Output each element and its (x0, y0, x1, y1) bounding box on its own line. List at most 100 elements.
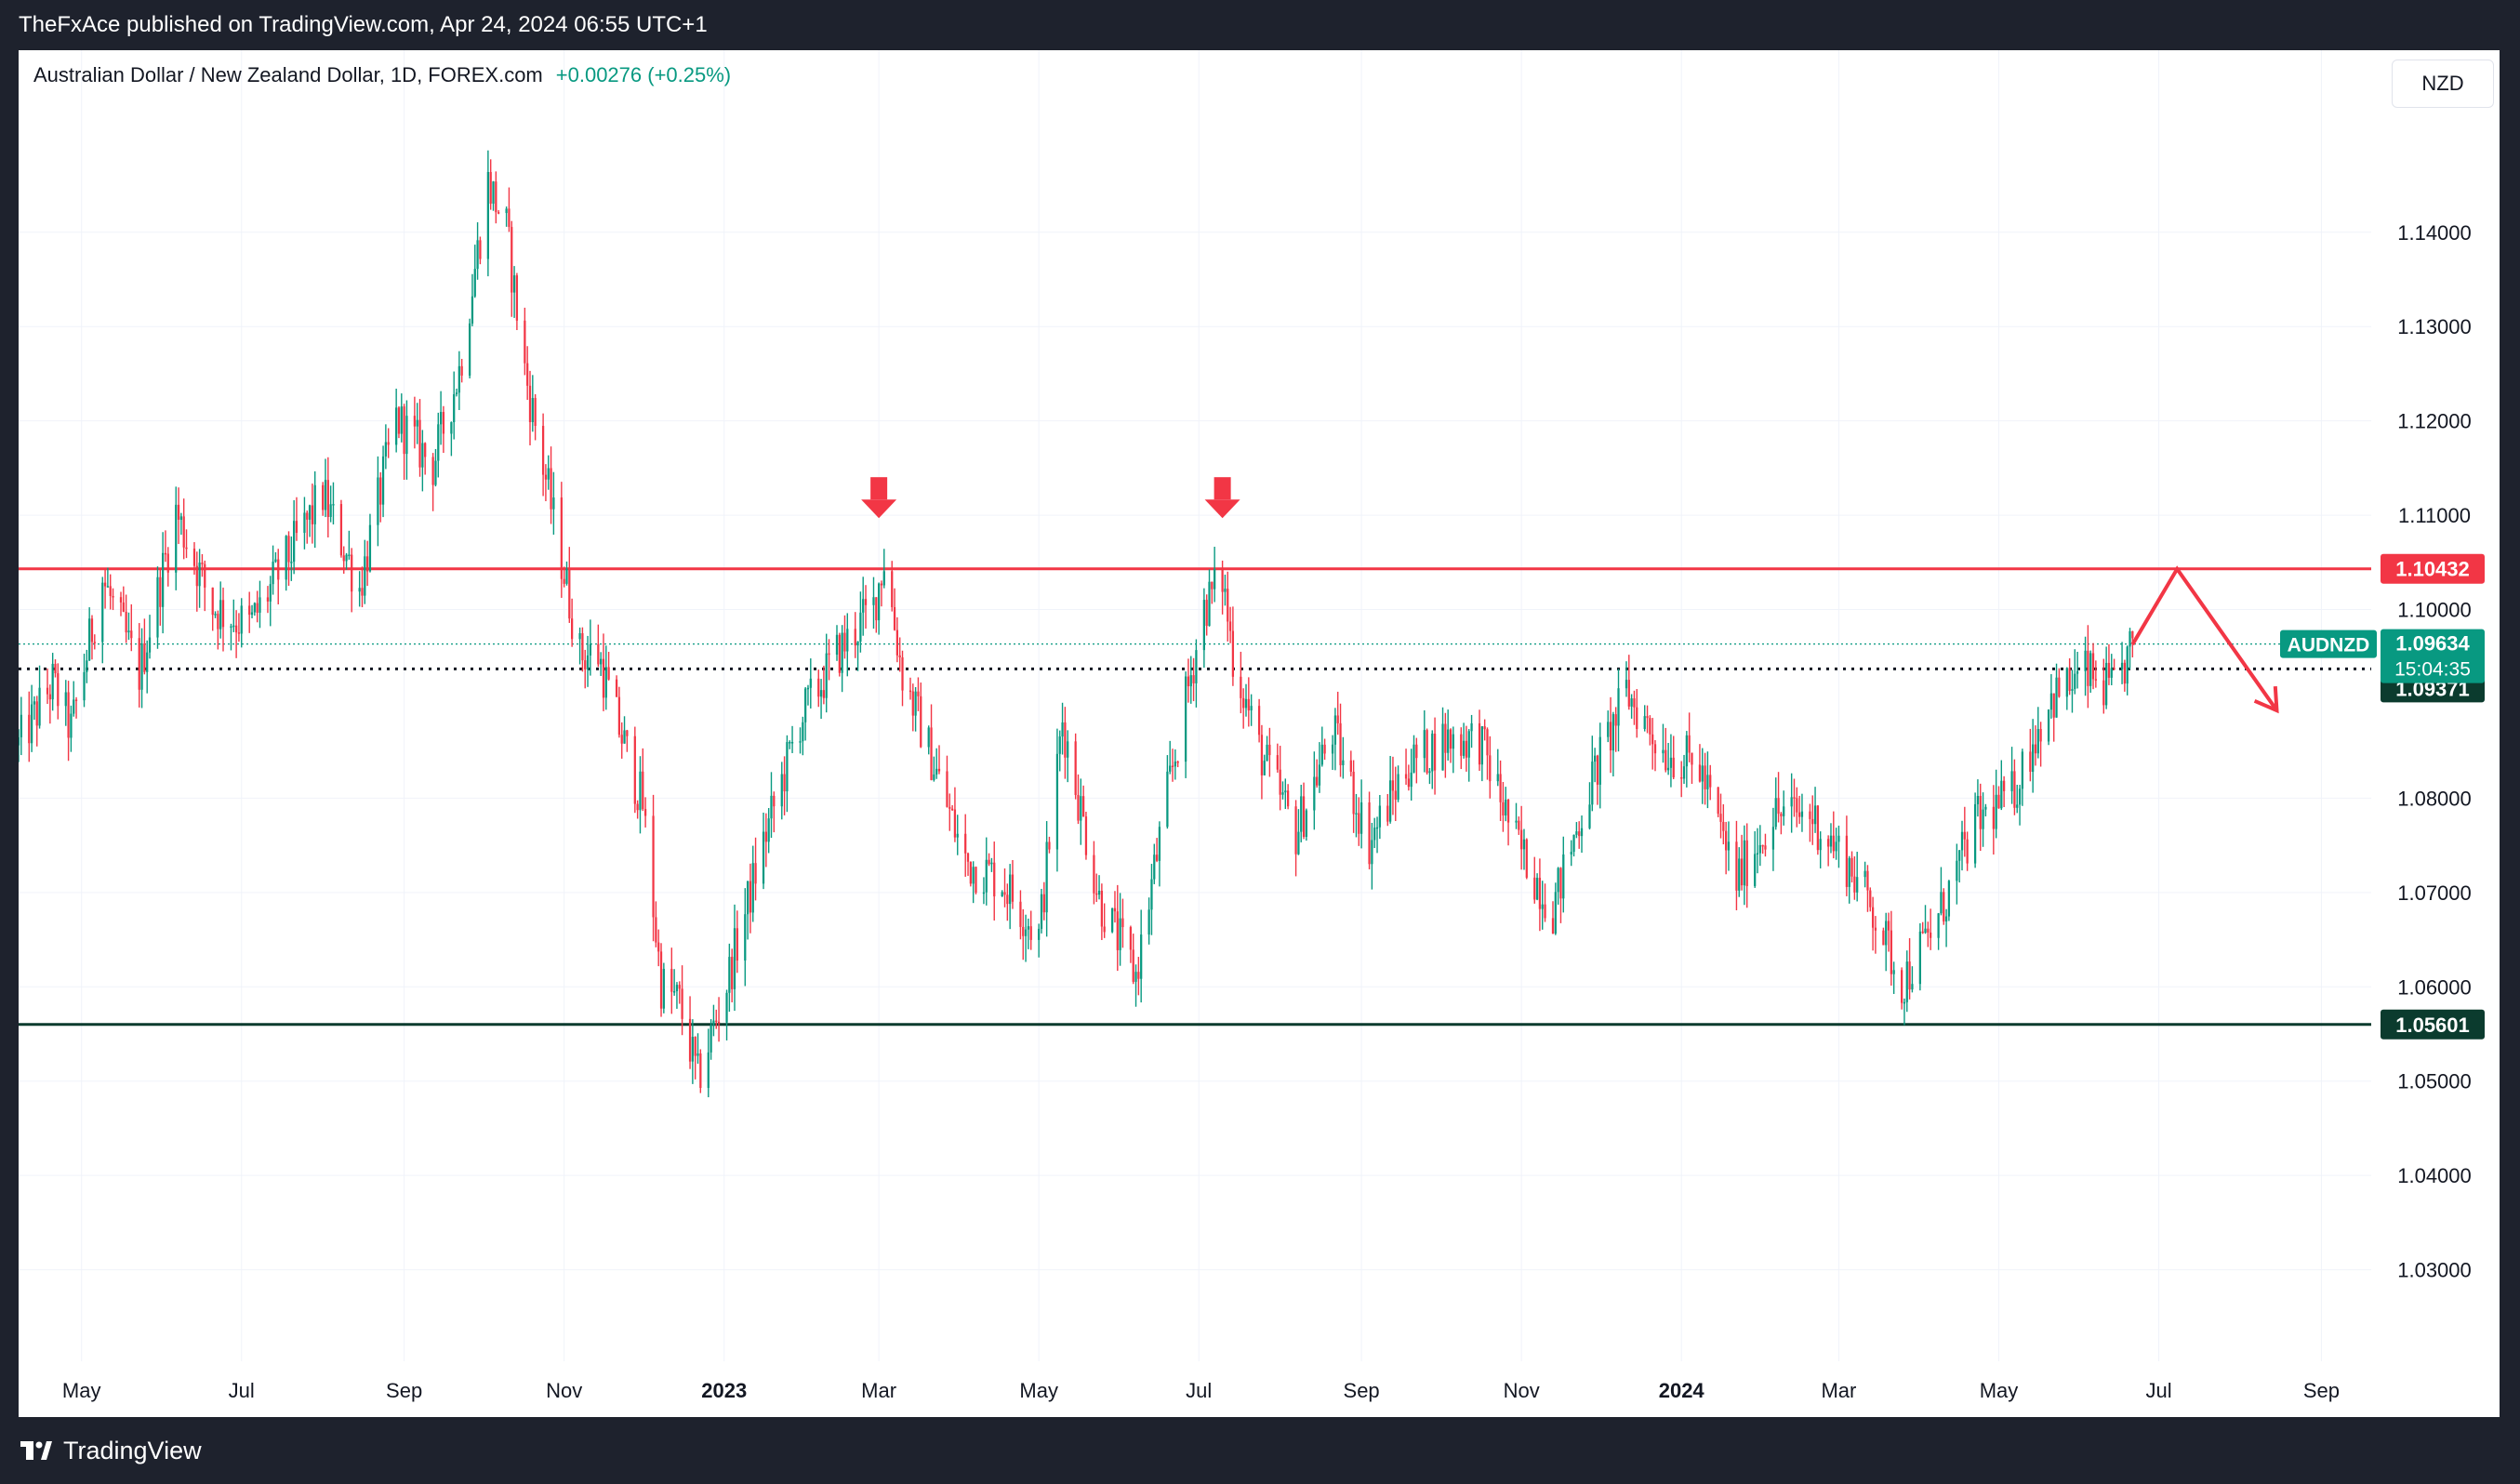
candle-body (563, 578, 565, 584)
candle-body (28, 714, 31, 744)
candle-body (1205, 600, 1208, 627)
candle-body (1921, 931, 1924, 934)
candle-body (1132, 949, 1134, 982)
candle-body (1982, 809, 1984, 829)
candle-body (1349, 760, 1352, 772)
candle-body (1323, 744, 1326, 754)
candle-body (1837, 835, 1840, 842)
candle-body (1268, 744, 1271, 756)
candle-body (1958, 850, 1961, 861)
candle-body (1850, 857, 1853, 877)
candle-body (1355, 813, 1358, 815)
candle-body (809, 678, 812, 688)
candle-body (901, 656, 904, 691)
candle-body (455, 392, 458, 394)
candle-body (615, 679, 618, 697)
candle-body (1956, 860, 1958, 881)
currency-button[interactable]: NZD (2392, 60, 2494, 108)
candle-body (2094, 679, 2097, 681)
candle-body (524, 320, 526, 364)
candle-body (1185, 676, 1187, 762)
candle-body (568, 568, 571, 619)
candle-body (1554, 892, 1557, 934)
candle-body (1611, 714, 1614, 751)
candle-body (1984, 806, 1987, 810)
candle-body (1575, 831, 1578, 835)
candle-body (230, 626, 232, 629)
candle-body (2018, 788, 2022, 805)
candle-body (678, 985, 681, 989)
candle-body (2068, 668, 2071, 692)
candle-body (1973, 803, 1977, 864)
candle-body (253, 603, 256, 613)
candle-body (846, 629, 849, 652)
candle-body (1022, 926, 1025, 936)
candle-body (1480, 726, 1483, 765)
candle-body (607, 667, 610, 680)
candle-body (1247, 698, 1250, 711)
candle-body (985, 859, 988, 893)
candle-body (560, 497, 563, 579)
candle-body (1811, 818, 1814, 825)
candle-body (1636, 707, 1638, 730)
candle-body (1095, 893, 1098, 895)
candle-body (1758, 844, 1761, 854)
candle-body (2052, 693, 2055, 718)
candle-body (1827, 839, 1830, 847)
candle-body (512, 275, 516, 293)
y-tick-label: 1.06000 (2397, 975, 2472, 999)
candle-body (1819, 839, 1822, 851)
candle-body (1541, 904, 1544, 909)
chart-area[interactable]: 1.10432 1.05601 1.09371 AUDNZD 1.09634 15:04:… (19, 50, 2500, 1417)
candle-body (675, 985, 679, 992)
candle-body (1359, 802, 1363, 834)
candle-body (1943, 892, 1945, 922)
candle-body (1342, 760, 1345, 765)
candle-body (586, 655, 590, 669)
candle-body (744, 914, 747, 961)
candle-body (1908, 961, 1911, 990)
candle-body (1331, 744, 1334, 754)
candle-body (565, 568, 568, 584)
candle-body (366, 556, 369, 572)
candle-body (1483, 726, 1486, 730)
candle-body (1800, 811, 1804, 817)
candle-body (1027, 926, 1030, 930)
candle-body (384, 442, 387, 457)
level-price-tag (2381, 553, 2485, 584)
candle-body (1845, 835, 1849, 887)
candle-body (1609, 722, 1612, 751)
candle-body (710, 1025, 712, 1053)
candle-body (471, 296, 474, 324)
candle-body (950, 808, 954, 811)
candle-body (895, 629, 898, 656)
candle-body (754, 863, 757, 884)
candle-body (175, 504, 178, 573)
candle-body (1061, 722, 1064, 737)
candle-body (103, 582, 107, 587)
candle-body (1866, 870, 1869, 891)
candle-body (397, 407, 401, 434)
candle-body (1614, 714, 1617, 726)
level-price-label: 1.10432 (2395, 558, 2470, 581)
candle-body (1633, 698, 1636, 708)
candle-body (326, 480, 329, 517)
candle-body (237, 632, 241, 634)
footer-brand: TradingView (63, 1436, 202, 1464)
y-tick-label: 1.11000 (2398, 504, 2471, 527)
candle-body (1169, 765, 1172, 772)
candle-body (843, 632, 846, 652)
current-price-tag (2381, 629, 2485, 683)
x-tick-label: Jul (2145, 1379, 2171, 1402)
candle-body (1263, 761, 1266, 775)
candle-body (1174, 762, 1176, 767)
candle-body (1594, 755, 1597, 762)
candle-body (1158, 827, 1161, 861)
candle-body (1829, 835, 1833, 847)
candle-body (1903, 1001, 1906, 1004)
candle-body (1502, 802, 1505, 816)
candle-body (1525, 839, 1528, 878)
candle-body (806, 687, 810, 690)
candle-body (473, 269, 476, 297)
